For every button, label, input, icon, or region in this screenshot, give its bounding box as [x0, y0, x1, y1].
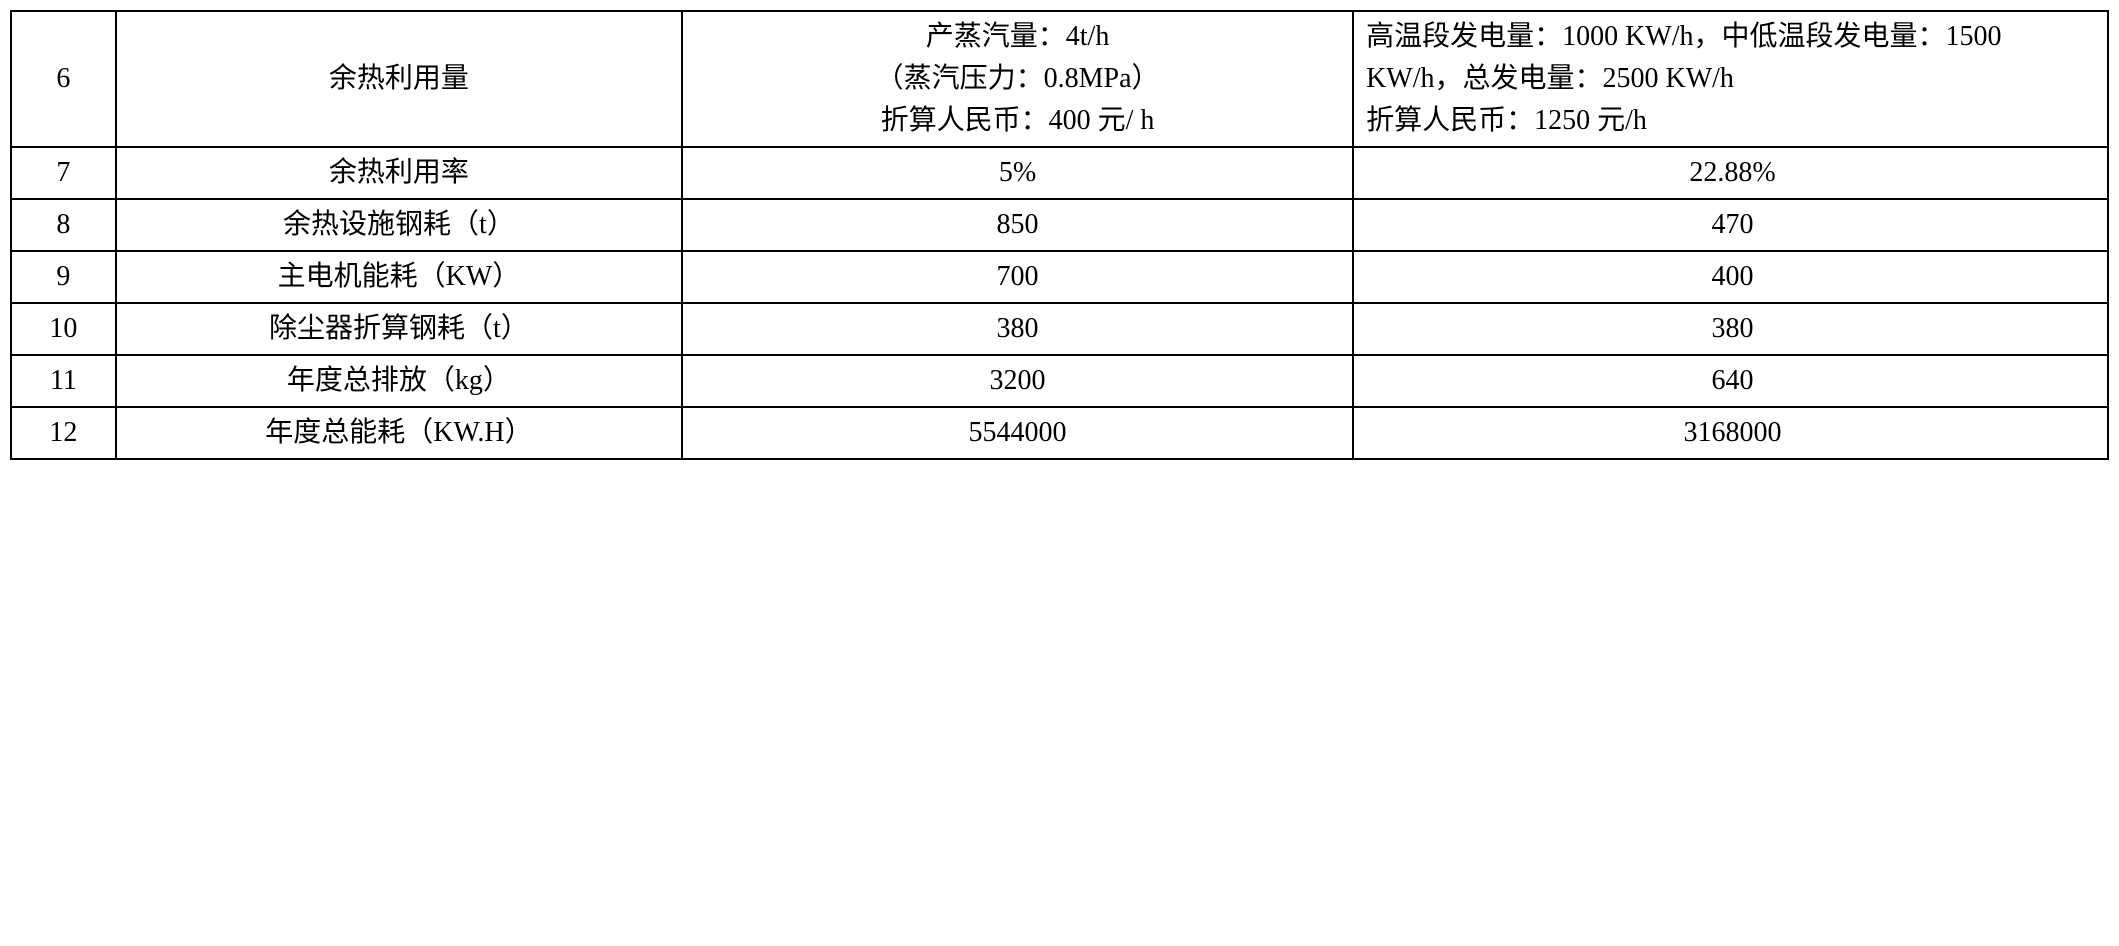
table-row: 7 余热利用率 5% 22.88% — [11, 147, 2108, 199]
row-label: 年度总能耗（KW.H） — [116, 407, 682, 459]
row-number: 6 — [11, 11, 116, 147]
row-value-1: 5544000 — [682, 407, 1353, 459]
row-value-2: 640 — [1353, 355, 2108, 407]
row-number: 10 — [11, 303, 116, 355]
row-value-2: 380 — [1353, 303, 2108, 355]
row-value-1: 850 — [682, 199, 1353, 251]
row-label: 主电机能耗（KW） — [116, 251, 682, 303]
table-row: 12 年度总能耗（KW.H） 5544000 3168000 — [11, 407, 2108, 459]
table-row: 8 余热设施钢耗（t） 850 470 — [11, 199, 2108, 251]
row-label: 余热利用率 — [116, 147, 682, 199]
row-value-2: 22.88% — [1353, 147, 2108, 199]
row-number: 8 — [11, 199, 116, 251]
row-number: 12 — [11, 407, 116, 459]
row-value-1: 产蒸汽量：4t/h （蒸汽压力：0.8MPa） 折算人民币：400 元/ h — [682, 11, 1353, 147]
row-number: 11 — [11, 355, 116, 407]
row-label: 除尘器折算钢耗（t） — [116, 303, 682, 355]
row-number: 9 — [11, 251, 116, 303]
row-value-1: 3200 — [682, 355, 1353, 407]
row-value-2: 400 — [1353, 251, 2108, 303]
data-table: 6 余热利用量 产蒸汽量：4t/h （蒸汽压力：0.8MPa） 折算人民币：40… — [10, 10, 2109, 460]
table-row: 9 主电机能耗（KW） 700 400 — [11, 251, 2108, 303]
table-row: 6 余热利用量 产蒸汽量：4t/h （蒸汽压力：0.8MPa） 折算人民币：40… — [11, 11, 2108, 147]
row-value-2: 470 — [1353, 199, 2108, 251]
row-label: 年度总排放（kg） — [116, 355, 682, 407]
row-label: 余热设施钢耗（t） — [116, 199, 682, 251]
row-label: 余热利用量 — [116, 11, 682, 147]
row-value-1: 380 — [682, 303, 1353, 355]
table-body: 6 余热利用量 产蒸汽量：4t/h （蒸汽压力：0.8MPa） 折算人民币：40… — [11, 11, 2108, 459]
table-row: 11 年度总排放（kg） 3200 640 — [11, 355, 2108, 407]
row-value-2: 3168000 — [1353, 407, 2108, 459]
row-number: 7 — [11, 147, 116, 199]
row-value-1: 700 — [682, 251, 1353, 303]
row-value-2: 高温段发电量：1000 KW/h，中低温段发电量：1500 KW/h，总发电量：… — [1353, 11, 2108, 147]
row-value-1: 5% — [682, 147, 1353, 199]
table-row: 10 除尘器折算钢耗（t） 380 380 — [11, 303, 2108, 355]
